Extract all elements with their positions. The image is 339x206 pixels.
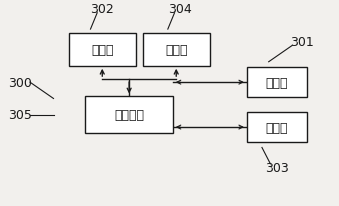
FancyBboxPatch shape — [143, 34, 210, 67]
Text: 301: 301 — [291, 36, 314, 49]
Text: 302: 302 — [91, 3, 114, 16]
Text: 接收器: 接收器 — [266, 76, 288, 89]
Text: 300: 300 — [8, 76, 32, 89]
Text: 发送器: 发送器 — [266, 121, 288, 134]
Text: 处理器: 处理器 — [91, 44, 114, 57]
Text: 303: 303 — [265, 162, 289, 174]
Text: 总线接口: 总线接口 — [114, 109, 144, 122]
FancyBboxPatch shape — [68, 34, 136, 67]
FancyBboxPatch shape — [85, 97, 173, 133]
Text: 存储器: 存储器 — [165, 44, 187, 57]
Text: 305: 305 — [8, 109, 32, 122]
FancyBboxPatch shape — [247, 68, 307, 98]
Text: 304: 304 — [168, 3, 192, 16]
FancyBboxPatch shape — [247, 112, 307, 143]
